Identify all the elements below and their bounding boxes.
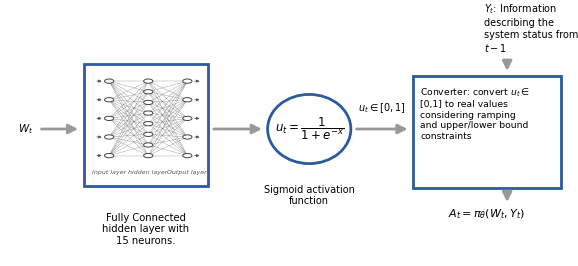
Circle shape xyxy=(143,79,153,83)
Circle shape xyxy=(183,135,192,139)
FancyBboxPatch shape xyxy=(84,64,208,186)
Text: $W_t$: $W_t$ xyxy=(18,122,34,136)
Text: Converter: convert $u_t \in$
[0,1] to real values
considering ramping
and upper/: Converter: convert $u_t \in$ [0,1] to re… xyxy=(420,86,530,140)
Text: $A_t = \pi_\theta(W_t, Y_t)$: $A_t = \pi_\theta(W_t, Y_t)$ xyxy=(449,207,525,221)
Circle shape xyxy=(183,98,192,102)
Text: Fully Connected
hidden layer with
15 neurons.: Fully Connected hidden layer with 15 neu… xyxy=(102,213,190,246)
Circle shape xyxy=(183,79,192,83)
FancyBboxPatch shape xyxy=(413,76,561,188)
Text: hidden layer: hidden layer xyxy=(128,171,168,175)
Circle shape xyxy=(105,79,114,83)
Circle shape xyxy=(143,111,153,115)
Text: Input layer: Input layer xyxy=(92,171,126,175)
Text: $u_t \in [0,1]$: $u_t \in [0,1]$ xyxy=(358,101,406,115)
Circle shape xyxy=(183,153,192,158)
Text: $Y_t$: Information
describing the
system status from
$t-1$: $Y_t$: Information describing the system… xyxy=(484,3,578,54)
Circle shape xyxy=(105,98,114,102)
Circle shape xyxy=(143,132,153,136)
Text: Output layer: Output layer xyxy=(168,171,208,175)
Circle shape xyxy=(105,153,114,158)
Circle shape xyxy=(143,143,153,147)
Circle shape xyxy=(105,135,114,139)
Circle shape xyxy=(143,122,153,126)
Circle shape xyxy=(143,100,153,105)
Circle shape xyxy=(183,116,192,120)
Ellipse shape xyxy=(268,94,351,164)
Circle shape xyxy=(143,153,153,158)
Text: Sigmoid activation
function: Sigmoid activation function xyxy=(264,185,355,206)
Circle shape xyxy=(105,116,114,120)
Circle shape xyxy=(143,90,153,94)
Text: $u_t = \dfrac{1}{1 + e^{-x}}$: $u_t = \dfrac{1}{1 + e^{-x}}$ xyxy=(275,116,344,142)
